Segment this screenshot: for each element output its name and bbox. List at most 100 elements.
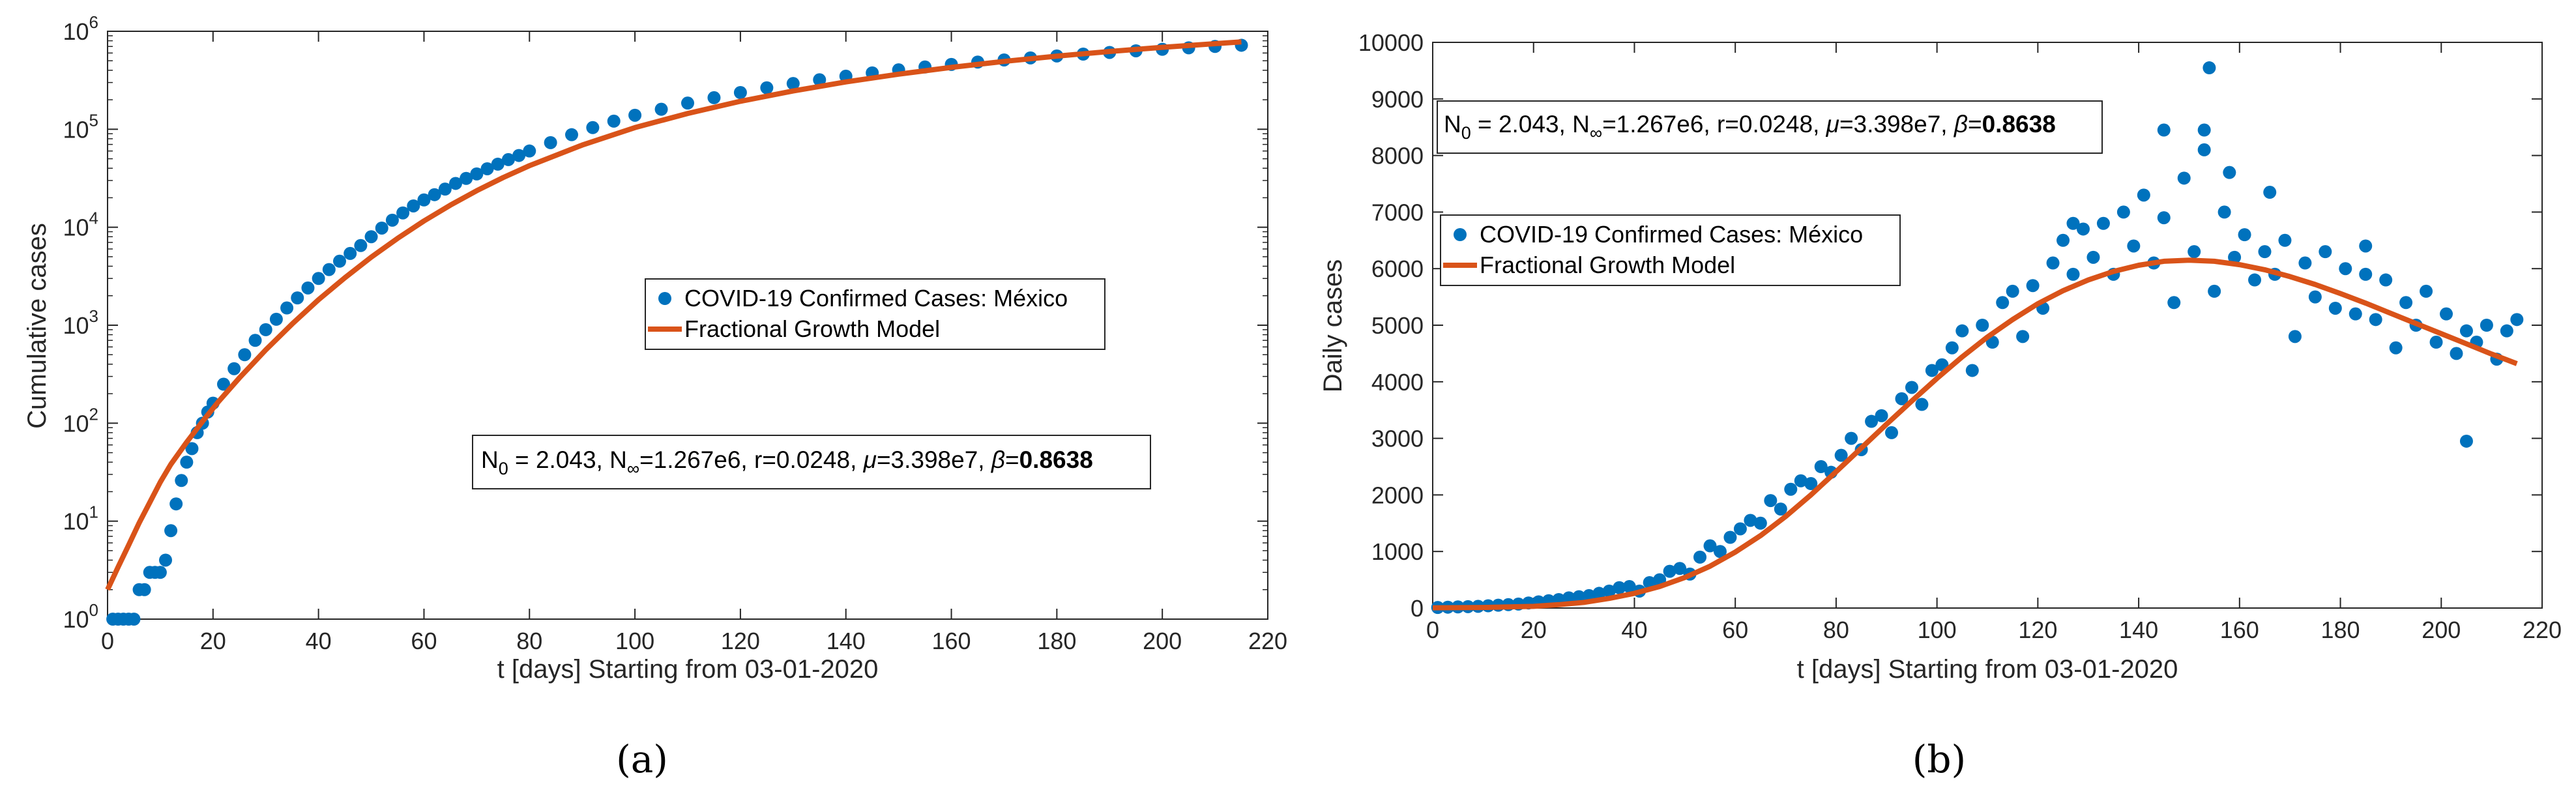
data-point	[1753, 516, 1767, 530]
data-point	[470, 167, 484, 181]
data-point	[1703, 539, 1717, 553]
y-tick-label: 5000	[1371, 312, 1424, 339]
data-point	[291, 291, 304, 305]
data-point	[175, 474, 188, 487]
data-point	[301, 281, 315, 295]
data-point	[1885, 426, 1899, 439]
panel-b-y-ticks: 0 1000 2000 3000 4000 5000 6000 7000 8000 9000 100…	[1358, 29, 2542, 622]
data-point	[2258, 245, 2272, 259]
data-point	[2026, 279, 2040, 293]
data-point	[2208, 284, 2221, 298]
x-tick-label: 180	[1037, 628, 1076, 654]
y-tick-label: 103	[63, 306, 98, 339]
x-tick-label: 200	[1143, 628, 1182, 654]
data-point	[2288, 330, 2302, 343]
y-tick-label: 0	[1411, 595, 1424, 622]
data-point	[2440, 307, 2453, 321]
data-point	[2116, 205, 2130, 219]
data-point	[2076, 222, 2090, 236]
data-point	[333, 254, 346, 268]
data-point	[1602, 584, 1616, 598]
panel-b-model-line	[1432, 257, 2518, 611]
data-point	[2328, 301, 2342, 315]
data-point	[2298, 256, 2312, 270]
data-point	[786, 77, 800, 91]
panel-b-x-ticks: 0 20 40 60 80 100 120 140 160 180 200 220	[1426, 42, 2562, 643]
data-point	[2420, 284, 2433, 298]
panel-b-params-text: N0 = 2.043, N∞=1.267e6, r=0.0248, μ=3.39…	[1444, 111, 2056, 143]
data-point	[2500, 324, 2513, 338]
data-point	[2319, 245, 2332, 259]
x-tick-label: 160	[2220, 617, 2259, 643]
x-tick-label: 160	[932, 628, 971, 654]
data-point	[280, 301, 294, 315]
data-point	[2188, 245, 2201, 259]
data-point	[2480, 319, 2493, 332]
data-point	[2278, 233, 2292, 247]
panel-b-legend-box	[1440, 214, 1901, 286]
data-point	[544, 136, 557, 149]
panel-b-param-r: 0.0248	[1739, 111, 1813, 138]
x-tick-label: 80	[516, 628, 542, 654]
data-point	[813, 73, 827, 87]
panel-a-params-text: N0 = 2.043, N∞=1.267e6, r=0.0248, μ=3.39…	[481, 446, 1093, 478]
x-tick-label: 60	[1722, 617, 1748, 643]
data-point	[2197, 143, 2211, 156]
x-tick-label: 180	[2321, 617, 2360, 643]
panel-a-param-beta: 0.8638	[1019, 446, 1093, 473]
y-tick-label: 10000	[1358, 29, 1424, 56]
data-point	[2217, 205, 2231, 219]
data-point	[501, 153, 515, 166]
data-point	[138, 583, 151, 596]
panel-b-legend-marker-data	[1454, 228, 1467, 241]
panel-b-legend-label-model: Fractional Growth Model	[1480, 252, 1735, 278]
data-point	[2157, 123, 2171, 137]
y-tick-label: 105	[63, 110, 98, 143]
panel-a-subfigure-label: (a)	[616, 737, 668, 781]
data-point	[385, 213, 399, 227]
data-point	[1875, 409, 1888, 422]
x-tick-label: 60	[411, 628, 437, 654]
data-point	[565, 128, 578, 141]
y-tick-label: 6000	[1371, 255, 1424, 282]
panel-a-model-line	[105, 39, 1242, 591]
data-point	[2056, 233, 2070, 247]
data-point	[2339, 262, 2352, 276]
panel-a-legend-marker-data	[658, 292, 671, 305]
data-point	[127, 613, 141, 626]
data-point	[1723, 530, 1737, 544]
data-point	[1945, 341, 1959, 355]
y-tick-label: 106	[63, 12, 98, 45]
data-point	[217, 377, 230, 391]
data-point	[460, 171, 473, 185]
panel-a-param-r: 0.0248	[776, 446, 850, 473]
data-point	[607, 114, 621, 128]
data-point	[2086, 250, 2100, 264]
data-point	[628, 108, 642, 122]
y-tick-label: 104	[63, 209, 98, 241]
data-point	[2450, 347, 2463, 360]
data-point	[1622, 580, 1636, 594]
panel-a-legend-box	[645, 278, 1105, 350]
data-point	[2510, 313, 2524, 327]
data-point	[449, 177, 462, 190]
data-point	[159, 553, 172, 567]
data-point	[1905, 381, 1918, 394]
panel-a-y-ticks: 100 101 102 103 104 105 106	[63, 12, 1268, 633]
data-point	[512, 149, 526, 162]
data-point	[1845, 431, 1858, 445]
data-point	[1713, 545, 1727, 559]
y-tick-label: 102	[63, 404, 98, 437]
data-point	[681, 96, 694, 110]
data-point	[2096, 216, 2110, 230]
data-point	[417, 193, 431, 207]
data-point	[707, 91, 721, 104]
panel-a-legend: COVID-19 Confirmed Cases: México Fractio…	[645, 278, 1105, 350]
data-point	[407, 199, 420, 212]
x-tick-label: 120	[721, 628, 760, 654]
panel-a-params-box: N0 = 2.043, N∞=1.267e6, r=0.0248, μ=3.39…	[472, 435, 1151, 489]
data-point	[259, 323, 272, 336]
data-point	[2359, 239, 2373, 253]
data-point	[1955, 324, 1969, 338]
